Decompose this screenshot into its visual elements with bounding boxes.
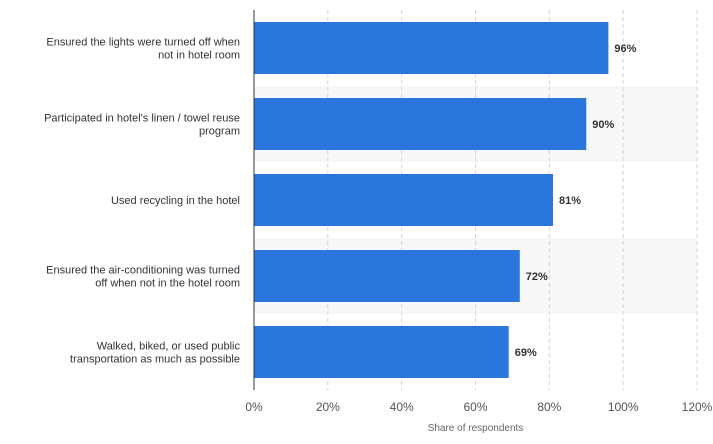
- x-tick-label: 120%: [682, 400, 713, 414]
- bar-value-label: 81%: [559, 195, 581, 207]
- x-tick-labels: 0% 20% 40% 60% 80% 100% 120%: [245, 400, 712, 414]
- bar-value-label: 72%: [526, 271, 548, 283]
- category-label: Ensured the air-conditioning was turned o…: [46, 265, 240, 290]
- x-tick-label: 60%: [463, 400, 487, 414]
- bar: [254, 22, 609, 74]
- bars: [254, 22, 609, 378]
- x-tick-label: 80%: [537, 400, 561, 414]
- category-label: Used recycling in the hotel: [111, 195, 240, 207]
- bar: [254, 250, 520, 302]
- x-tick-label: 40%: [390, 400, 414, 414]
- category-label: Participated in hotel's linen / towel re…: [44, 113, 240, 138]
- value-labels: 96% 90% 81% 72% 69%: [515, 43, 637, 359]
- category-labels: Ensured the lights were turned off when n…: [44, 37, 240, 366]
- x-axis-title: Share of respondents: [428, 423, 524, 434]
- bar-value-label: 96%: [614, 43, 636, 55]
- category-label: Ensured the lights were turned off when n…: [46, 37, 240, 62]
- bar-value-label: 90%: [592, 119, 614, 131]
- x-tick-label: 100%: [608, 400, 639, 414]
- bar: [254, 98, 587, 150]
- bar: [254, 174, 554, 226]
- x-tick-label: 20%: [316, 400, 340, 414]
- bar-value-label: 69%: [515, 347, 537, 359]
- category-label: Walked, biked, or used public transportat…: [70, 341, 240, 366]
- bar: [254, 326, 509, 378]
- x-tick-label: 0%: [245, 400, 263, 414]
